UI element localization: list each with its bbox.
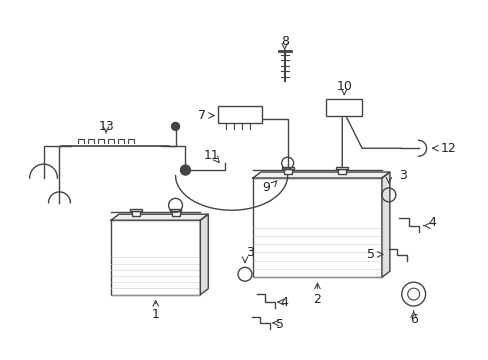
Text: 5: 5 (275, 318, 283, 331)
Bar (338, 169, 346, 174)
Text: 1: 1 (151, 308, 159, 321)
Bar (218, 105, 262, 123)
Text: 3: 3 (245, 246, 253, 259)
Text: 7: 7 (198, 109, 206, 122)
Text: 2: 2 (313, 293, 321, 306)
Text: 10: 10 (336, 80, 351, 93)
Polygon shape (200, 214, 208, 294)
Polygon shape (252, 172, 389, 178)
Circle shape (180, 165, 190, 175)
Bar (283, 169, 291, 174)
Text: 6: 6 (409, 314, 417, 327)
Bar (132, 211, 140, 216)
Bar (171, 211, 179, 216)
Bar (336, 167, 347, 169)
Text: 8: 8 (280, 35, 288, 48)
Bar (252, 178, 381, 277)
Text: 9: 9 (262, 181, 269, 194)
Circle shape (171, 122, 179, 130)
Text: 13: 13 (98, 120, 114, 133)
Text: 11: 11 (203, 149, 219, 162)
Bar (111, 220, 200, 294)
Text: 5: 5 (366, 248, 374, 261)
Bar (130, 209, 142, 211)
Polygon shape (381, 172, 389, 277)
Bar (169, 209, 181, 211)
Bar (325, 99, 361, 117)
Bar (281, 167, 293, 169)
Text: 4: 4 (280, 296, 288, 309)
Text: 12: 12 (440, 142, 455, 155)
Polygon shape (111, 214, 208, 220)
Text: 4: 4 (427, 216, 436, 229)
Text: 3: 3 (398, 168, 406, 181)
